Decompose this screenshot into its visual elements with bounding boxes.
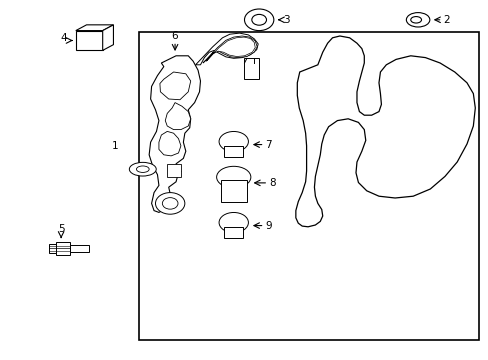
Bar	[221, 180, 246, 202]
Bar	[139, 32, 478, 340]
Polygon shape	[102, 25, 113, 50]
Bar	[167, 164, 181, 177]
Text: 5: 5	[58, 224, 64, 234]
Bar	[76, 31, 102, 50]
Ellipse shape	[136, 166, 149, 172]
Ellipse shape	[219, 212, 248, 233]
Text: 3: 3	[283, 15, 290, 25]
Polygon shape	[195, 33, 258, 65]
Polygon shape	[160, 72, 190, 100]
Text: 4: 4	[60, 33, 67, 42]
Polygon shape	[203, 36, 257, 63]
Polygon shape	[159, 131, 181, 156]
Bar	[56, 242, 70, 255]
Text: 1: 1	[111, 141, 118, 151]
Text: 2: 2	[443, 15, 449, 25]
Ellipse shape	[410, 17, 421, 23]
Polygon shape	[149, 56, 200, 212]
Bar	[70, 245, 88, 252]
Ellipse shape	[406, 13, 429, 27]
Ellipse shape	[216, 166, 250, 188]
Text: 8: 8	[268, 178, 275, 188]
Bar	[243, 58, 259, 79]
Text: 7: 7	[265, 140, 272, 149]
Polygon shape	[295, 36, 474, 227]
Bar	[224, 145, 243, 157]
Polygon shape	[165, 103, 190, 130]
Bar	[224, 226, 243, 238]
Circle shape	[162, 198, 178, 209]
Ellipse shape	[219, 131, 248, 152]
Text: 6: 6	[171, 31, 178, 41]
Text: 9: 9	[265, 221, 272, 230]
Circle shape	[244, 9, 273, 31]
Circle shape	[251, 14, 266, 25]
Polygon shape	[206, 37, 255, 61]
Circle shape	[155, 193, 184, 214]
Ellipse shape	[129, 162, 156, 176]
Polygon shape	[76, 25, 113, 31]
Bar	[49, 244, 56, 253]
